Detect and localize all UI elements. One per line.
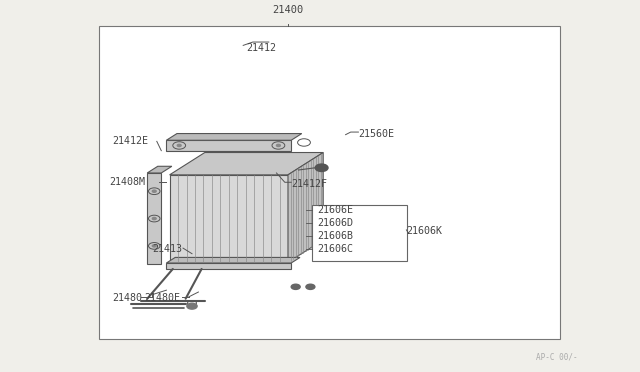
Circle shape bbox=[306, 284, 315, 289]
Bar bbox=[312, 205, 407, 261]
Text: 21412F: 21412F bbox=[291, 179, 327, 189]
Bar bbox=[99, 26, 560, 339]
Polygon shape bbox=[170, 153, 323, 175]
Text: 21408M: 21408M bbox=[109, 177, 145, 187]
Polygon shape bbox=[147, 173, 161, 264]
Text: 21606E: 21606E bbox=[317, 205, 353, 215]
Text: 21480: 21480 bbox=[112, 293, 142, 302]
Circle shape bbox=[152, 217, 156, 220]
Polygon shape bbox=[166, 257, 300, 263]
Text: 21606C: 21606C bbox=[317, 244, 353, 254]
Circle shape bbox=[291, 284, 300, 289]
Text: 21480E: 21480E bbox=[144, 293, 180, 302]
Text: 21413: 21413 bbox=[152, 244, 182, 254]
Text: 21606K: 21606K bbox=[406, 226, 442, 235]
Text: 21560E: 21560E bbox=[358, 129, 394, 139]
Polygon shape bbox=[288, 153, 323, 262]
Circle shape bbox=[276, 144, 280, 147]
Text: 21412E: 21412E bbox=[112, 137, 148, 146]
Circle shape bbox=[316, 164, 328, 171]
Circle shape bbox=[152, 190, 156, 192]
Text: 21412: 21412 bbox=[246, 44, 276, 53]
Text: 21606D: 21606D bbox=[317, 218, 353, 228]
Text: AP-C 00/-: AP-C 00/- bbox=[536, 353, 578, 362]
Polygon shape bbox=[147, 166, 172, 173]
Polygon shape bbox=[166, 134, 302, 140]
Circle shape bbox=[177, 144, 181, 147]
Circle shape bbox=[152, 245, 156, 247]
Circle shape bbox=[187, 303, 197, 309]
Text: 21606B: 21606B bbox=[317, 231, 353, 241]
Polygon shape bbox=[166, 263, 291, 269]
Text: 21400: 21400 bbox=[273, 5, 303, 15]
Polygon shape bbox=[170, 175, 288, 262]
Polygon shape bbox=[166, 140, 291, 151]
